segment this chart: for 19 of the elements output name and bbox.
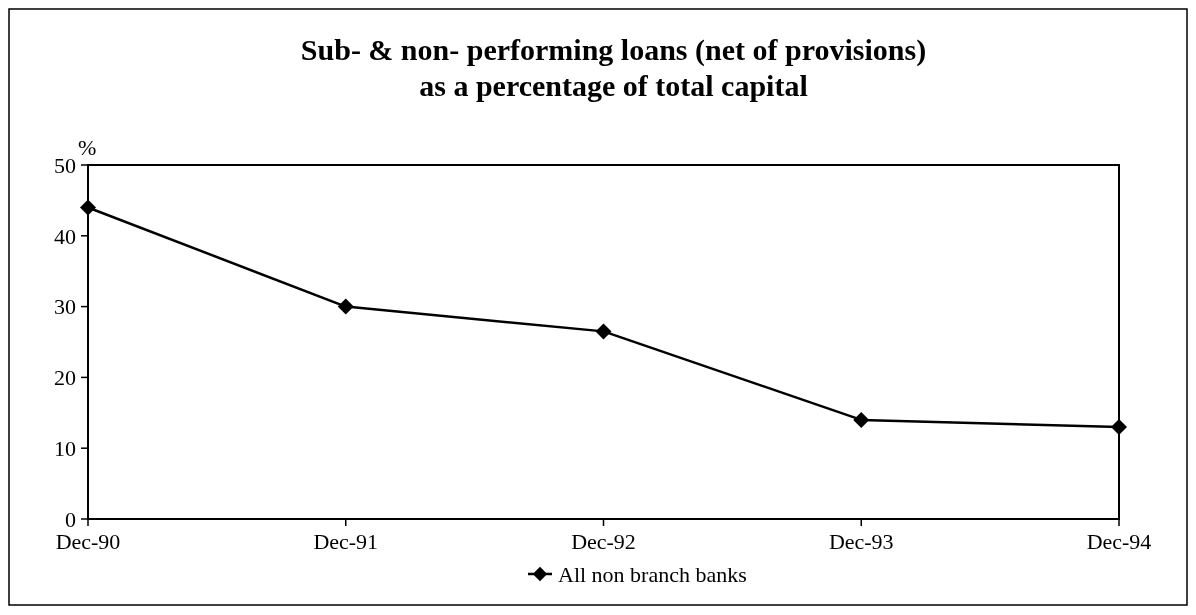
- point: [337, 298, 354, 315]
- y-tick-label: 10: [54, 435, 76, 461]
- x-tick-label: Dec-94: [1086, 529, 1152, 554]
- point: [595, 323, 612, 340]
- y-axis-title: %: [78, 135, 97, 160]
- x-tick-label: Dec-91: [313, 529, 379, 554]
- y-tick-label: 40: [54, 223, 76, 249]
- y-tick-label: 50: [54, 152, 76, 178]
- point: [1111, 418, 1127, 435]
- legend-label: All non branch banks: [558, 561, 747, 587]
- x-tick-label: Dec-93: [828, 529, 894, 554]
- point: [80, 199, 96, 216]
- y-tick-label: 30: [54, 294, 76, 320]
- x-tick-label: Dec-90: [55, 529, 121, 554]
- y-tick-label: 0: [65, 506, 76, 532]
- chart-title: Sub- & non- performing loans (net of provisions) as a percentage of total capital: [300, 33, 927, 102]
- point: [853, 411, 870, 428]
- y-tick-label: 20: [54, 365, 76, 391]
- x-tick-label: Dec-92: [571, 529, 636, 554]
